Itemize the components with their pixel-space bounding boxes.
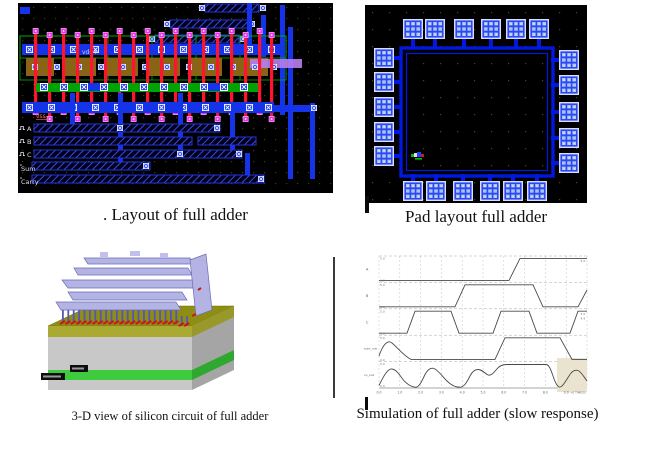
threed-canvas bbox=[41, 251, 235, 390]
svg-text:0.0: 0.0 bbox=[380, 279, 385, 283]
svg-text:0.0: 0.0 bbox=[380, 331, 385, 335]
signal-label-c: C bbox=[27, 151, 32, 159]
svg-text:9.0: 9.0 bbox=[564, 391, 569, 395]
svg-text:1.0: 1.0 bbox=[397, 391, 402, 395]
svg-text:0.0: 0.0 bbox=[380, 305, 385, 309]
sim-level-tags: 5.00.0 5.00.0 5.00.0 5.00.0 5.00.0 bbox=[380, 257, 385, 389]
trace-c bbox=[379, 310, 587, 334]
figure-border-line bbox=[333, 257, 335, 398]
signal-label-sum: Sum bbox=[21, 165, 36, 173]
svg-text:5.0: 5.0 bbox=[380, 257, 385, 261]
signal-label-carry: Carry bbox=[21, 178, 39, 186]
svg-text:C: C bbox=[366, 321, 369, 325]
vss-rail bbox=[22, 102, 274, 113]
sim-traces bbox=[378, 257, 588, 388]
sim-plot: A B C sum_out co_out 5.00.0 5.00.0 5.00.… bbox=[363, 252, 591, 400]
figure-corner-tick bbox=[365, 196, 369, 213]
trace-carry bbox=[378, 364, 588, 388]
pad-canvas bbox=[365, 5, 587, 203]
svg-text:sum_out: sum_out bbox=[364, 347, 378, 351]
layer-label-chips bbox=[41, 365, 88, 380]
svg-text:5.0: 5.0 bbox=[380, 336, 385, 340]
via-posts bbox=[62, 310, 188, 326]
sim-right-end-labels: 5.0 5.0 4.9 bbox=[581, 259, 586, 321]
vss-label: vss- bbox=[36, 113, 48, 120]
svg-text:7.0: 7.0 bbox=[522, 391, 527, 395]
layout-canvas: vdd+ bbox=[18, 3, 333, 193]
svg-text:3.0: 3.0 bbox=[439, 391, 444, 395]
pad-stubs bbox=[393, 37, 559, 182]
svg-text:4.9: 4.9 bbox=[581, 317, 586, 321]
threed-figure bbox=[40, 250, 245, 395]
mid-metal-joints bbox=[82, 83, 228, 91]
signal-label-a: A bbox=[27, 125, 32, 133]
svg-text:0.0: 0.0 bbox=[380, 358, 385, 362]
caption-layout: . Layout of full adder bbox=[103, 205, 248, 224]
sim-x-ticks: 0.0 1.0 2.0 3.0 4.0 5.0 6.0 7.0 8.0 9.0 … bbox=[376, 391, 585, 395]
svg-text:5.0: 5.0 bbox=[380, 309, 385, 313]
sim-signal-labels: A B C sum_out co_out bbox=[364, 268, 378, 378]
vdd-rail bbox=[22, 44, 284, 55]
metal-stack bbox=[55, 251, 213, 327]
core-cell bbox=[411, 152, 424, 160]
trace-a bbox=[379, 257, 587, 281]
caption-sim: Simulation of full adder (slow response) bbox=[356, 406, 599, 422]
io-labels: A B C Sum Carry bbox=[19, 125, 39, 186]
io-buses bbox=[31, 123, 265, 184]
svg-text:0.0: 0.0 bbox=[376, 391, 381, 395]
svg-text:co_out: co_out bbox=[364, 373, 375, 377]
svg-text:2.0: 2.0 bbox=[418, 391, 423, 395]
select-highlight bbox=[250, 59, 302, 68]
figure-corner-tick bbox=[365, 397, 368, 410]
svg-text:8.0: 8.0 bbox=[543, 391, 548, 395]
svg-text:5.0: 5.0 bbox=[380, 362, 385, 366]
red-vias bbox=[59, 287, 202, 327]
trace-b bbox=[379, 284, 588, 308]
svg-text:5.0: 5.0 bbox=[480, 391, 485, 395]
svg-text:4.0: 4.0 bbox=[460, 391, 465, 395]
signal-label-b: B bbox=[27, 138, 31, 146]
layout-figure: vdd+ bbox=[18, 3, 333, 193]
substrate-box bbox=[47, 305, 235, 390]
svg-text:5.0: 5.0 bbox=[581, 312, 586, 316]
caption-threed: 3-D view of silicon circuit of full adde… bbox=[71, 409, 269, 423]
caption-pad: Pad layout full adder bbox=[404, 207, 548, 226]
svg-text:6.0: 6.0 bbox=[501, 391, 506, 395]
poly-gates bbox=[32, 28, 275, 122]
pad-figure bbox=[365, 5, 587, 203]
svg-text:5.0: 5.0 bbox=[380, 283, 385, 287]
trace-sum bbox=[378, 337, 587, 360]
sim-figure: A B C sum_out co_out 5.0 0.0 5.0 0.0 5.0 0.… bbox=[363, 252, 591, 400]
svg-text:0.0: 0.0 bbox=[380, 384, 385, 388]
svg-text:A: A bbox=[366, 268, 369, 272]
sim-x-axis-label: +0 TIME(S) bbox=[570, 391, 586, 395]
sim-grid bbox=[378, 255, 588, 388]
svg-text:B: B bbox=[366, 294, 369, 298]
svg-text:5.0: 5.0 bbox=[581, 259, 586, 263]
